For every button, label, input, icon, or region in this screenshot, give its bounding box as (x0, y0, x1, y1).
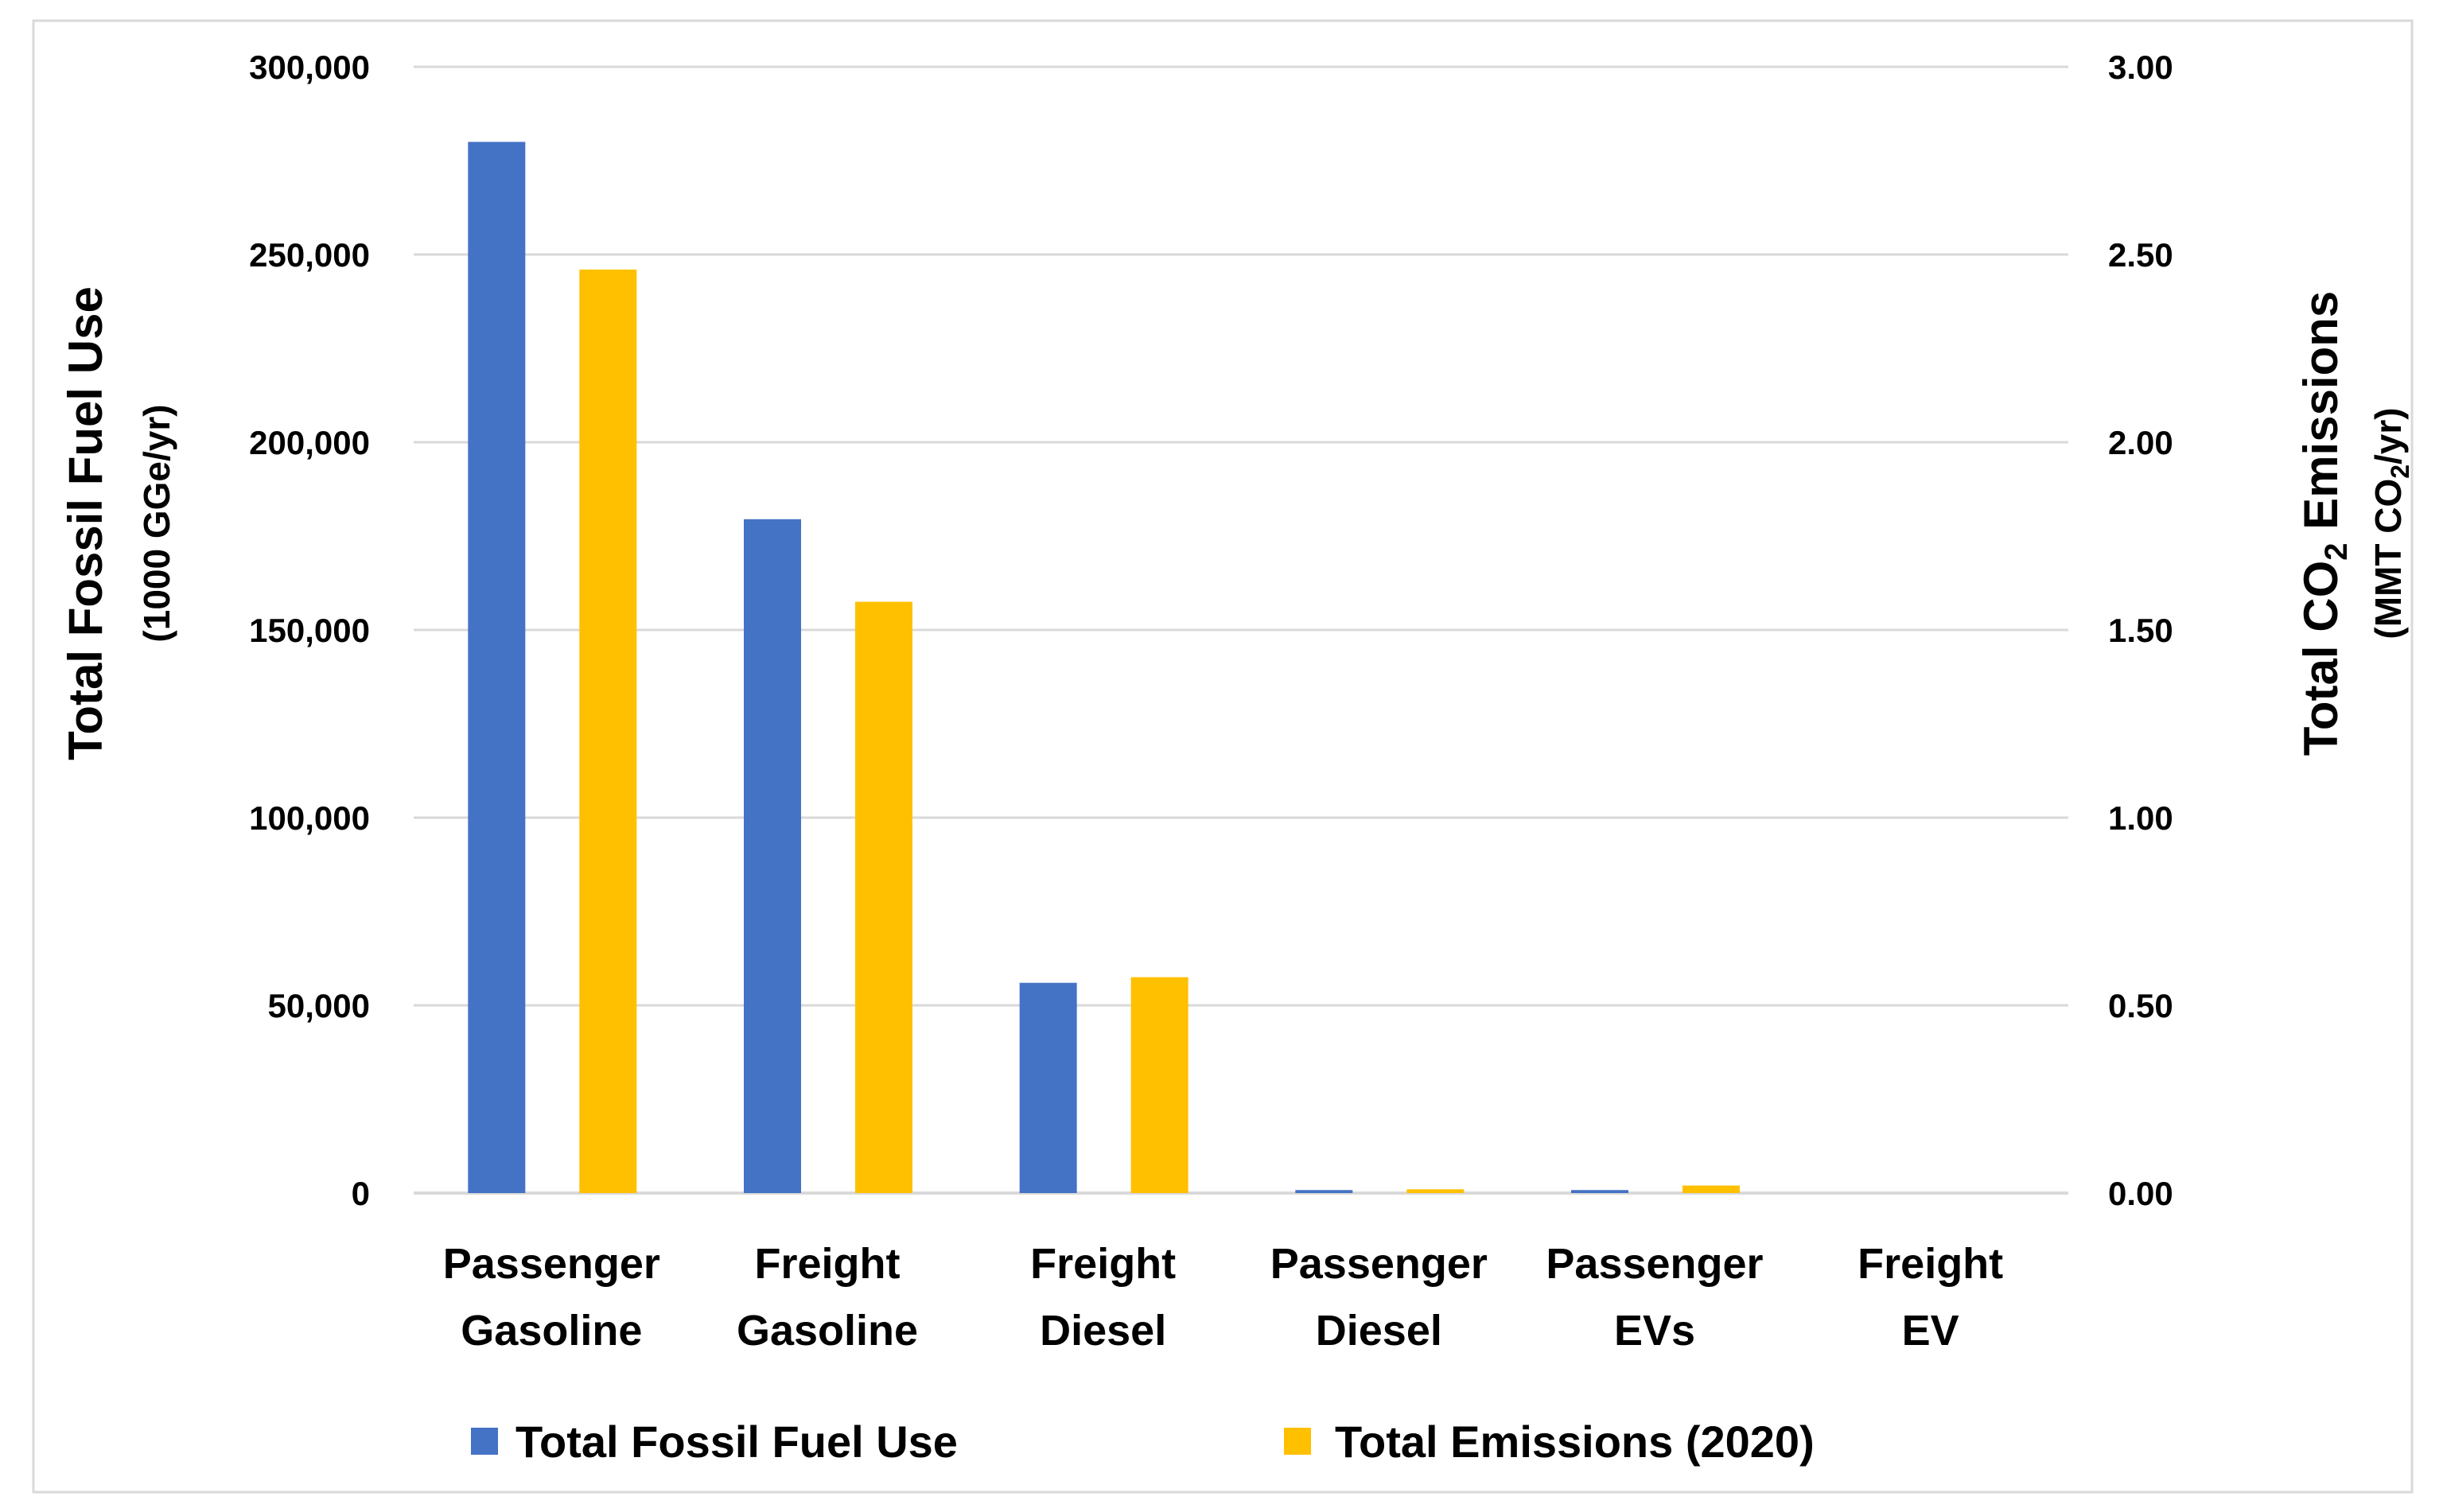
left-tick-label: 150,000 (249, 612, 370, 649)
right-tick-label: 1.00 (2108, 799, 2173, 837)
right-tick-label: 1.50 (2108, 612, 2173, 649)
bar-fuel-use-0 (468, 142, 526, 1193)
left-tick-label: 250,000 (249, 236, 370, 274)
left-tick-label: 0 (352, 1175, 370, 1212)
right-tick-label: 0.50 (2108, 987, 2173, 1024)
legend-label-fuel: Total Fossil Fuel Use (515, 1417, 958, 1467)
bar-fuel-use-4 (1571, 1190, 1628, 1193)
category-label: EVs (1614, 1307, 1695, 1355)
category-label: Diesel (1040, 1307, 1166, 1355)
gridlines (414, 65, 2068, 1195)
legend-swatch-emissions (1284, 1428, 1311, 1455)
right-tick-label: 2.00 (2108, 424, 2173, 461)
right-axis-title-end: Emissions (2294, 291, 2348, 543)
left-axis-subtitle: (1000 GGe/yr) (136, 404, 177, 642)
left-tick-label: 50,000 (268, 987, 370, 1024)
bar-emissions-1 (855, 601, 912, 1193)
category-label: Passenger (443, 1240, 660, 1288)
left-tick-label: 100,000 (249, 799, 370, 837)
legend-swatch-fuel (471, 1428, 498, 1455)
category-label: Diesel (1316, 1307, 1442, 1355)
left-tick-label: 300,000 (249, 49, 370, 86)
right-tick-label: 3.00 (2108, 49, 2173, 86)
category-label: Gasoline (737, 1307, 918, 1355)
left-tick-label: 200,000 (249, 424, 370, 461)
bar-emissions-4 (1682, 1185, 1740, 1193)
chart-border (32, 19, 2414, 1494)
bar-emissions-0 (579, 269, 637, 1193)
legend-label-emissions: Total Emissions (2020) (1335, 1417, 1815, 1467)
right-axis-subtitle-main: (MMT CO (2367, 479, 2409, 639)
category-label: Gasoline (461, 1307, 642, 1355)
right-axis-subtitle: (MMT CO2/yr) (2367, 407, 2414, 639)
bars (468, 142, 1740, 1193)
bar-fuel-use-1 (744, 519, 801, 1193)
right-tick-label: 2.50 (2108, 236, 2173, 274)
tick-labels: 0 0.00 50,000 0.50 100,000 1.00 150,000 1.50 200… (249, 49, 2173, 1212)
category-label: Freight (1030, 1240, 1176, 1288)
bar-emissions-3 (1406, 1189, 1465, 1193)
right-axis-title-main: Total CO (2294, 561, 2348, 756)
category-label: Freight (755, 1240, 901, 1288)
right-axis-title-subscript: 2 (2319, 543, 2354, 561)
bar-emissions-2 (1130, 977, 1188, 1193)
legend: Total Fossil Fuel Use Total Emissions (2… (471, 1417, 1815, 1467)
right-axis-subtitle-subscript: 2 (2386, 464, 2414, 479)
category-label: Freight (1858, 1240, 2003, 1288)
category-label: EV (1902, 1307, 1959, 1355)
category-label: Passenger (1546, 1240, 1763, 1288)
bar-fuel-use-3 (1295, 1190, 1353, 1193)
bar-fuel-use-2 (1019, 982, 1077, 1193)
right-axis-subtitle-end: /yr) (2367, 407, 2409, 464)
left-axis-title: Total Fossil Fuel Use (59, 286, 112, 760)
right-tick-label: 0.00 (2108, 1175, 2173, 1212)
category-labels: Passenger Gasoline Freight Gasoline Freight D… (443, 1240, 2003, 1355)
right-axis-title: Total CO2 Emissions (2294, 291, 2354, 756)
category-label: Passenger (1270, 1240, 1488, 1288)
